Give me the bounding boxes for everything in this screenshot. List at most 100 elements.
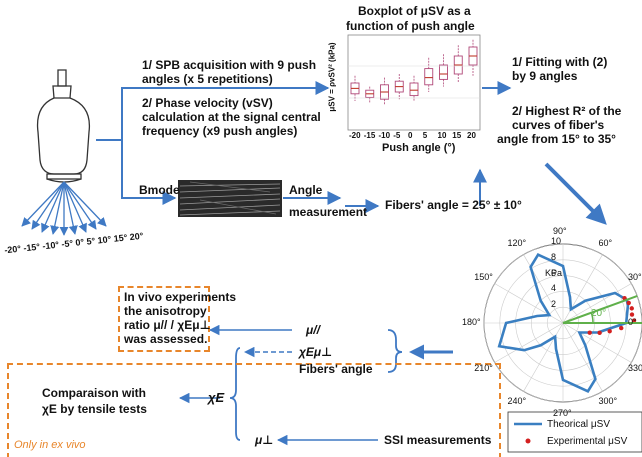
polar-angle-label: 330° [628,362,642,373]
probe-angle-label: 15° [113,232,128,244]
polar-experimental-point [631,318,637,323]
boxplot-tick-label: 0 [408,131,413,140]
polar-angle-label: 180° [462,317,481,327]
arrow-probe-to-spb [96,81,330,141]
polar-radial-tick: 6 [551,267,557,278]
probe-angle-label: -5° [60,238,74,250]
polar-experimental-point [587,330,592,335]
polar-grid-spoke [494,322,564,363]
polar-experimental-point [626,300,631,306]
polar-angle-label: 30° [628,271,642,282]
angle-measurement-1: Angle [289,183,323,197]
bmode-label: Bmode [139,183,180,197]
boxplot-ylabel: μSV = ρvSV² (kPa) [327,42,337,112]
polar-angle-label: 240° [507,395,527,406]
polar-unit: KPa [545,268,563,278]
polar-radial-tick: 2 [551,299,557,310]
probe-angle-label: -20° [3,243,22,256]
brace-left [229,347,241,441]
polar-grid-spoke [562,283,632,324]
polar-angle-label: 90° [553,226,567,236]
fibers-angle-short: Fibers' angle [299,362,373,376]
probe-angle-label: -10° [41,239,60,252]
mu-perp: μ⊥ [255,433,274,447]
spb-text-2: angles (x 5 repetitions) [142,72,273,86]
invivo-box [118,286,210,352]
probe-angle-label: 20° [129,230,144,243]
legend-dot-icon [525,438,531,444]
polar-experimental-point [629,306,634,311]
fit-text-2: by 9 angles [512,69,578,83]
push-beams [21,181,107,236]
polar-grid-spoke [523,322,564,392]
polar-experimental-point [607,329,612,334]
ssi-measurements: SSI measurements [384,433,492,447]
polar-angle-label: 150° [474,271,493,282]
invivo-text-4: was assessed. [124,332,208,346]
polar-radial-tick: 8 [551,251,557,262]
bmode-image [178,180,282,217]
polar-experimental-point [629,312,635,317]
polar-angle-label: 60° [598,238,613,249]
polar-experimental-point [597,330,602,336]
brace-right [387,329,403,373]
polar-grid-spoke [562,254,603,324]
polar-angle-label: 210° [474,362,493,373]
spb-text-1: 1/ SPB acquisition with 9 push [142,58,317,72]
angle-measurement-2: measurement [289,205,368,219]
chi-e: χE [208,390,225,405]
arrow-probe-to-bmode [121,140,177,205]
invivo-text-1: In vivo experiments [124,290,237,304]
boxplot-tick-label: 15 [452,131,462,140]
polar-angle-label: 270° [553,408,572,418]
invivo-text-3: ratio μ// / χEμ⊥ [124,318,211,332]
polar-grid-spoke [523,254,564,324]
boxplot-panel [347,34,481,131]
polar-radial-tick: 10 [551,236,562,246]
boxplot-title-1: Boxplot of μSV as a [358,4,471,18]
probe-angle-label: 0° [74,236,85,248]
polar-angle-label: 120° [507,238,527,249]
polar-plot [483,243,642,453]
boxplot-tick-label: -15 [363,131,376,140]
polar-grid-spoke [562,322,632,363]
legend-experimental: Experimental μSV [547,436,628,447]
mu-parallel: μ// [306,323,320,337]
ultrasound-probe-icon [36,69,91,183]
boxplot-tick-label: -20 [349,131,361,140]
boxplot-tick-label: 5 [422,131,428,140]
fit-text-1: 1/ Fitting with (2) [512,55,608,69]
ex-vivo-box [7,363,501,457]
fibers-angle-text: Fibers' angle = 25° ± 10° [385,198,522,212]
invivo-text-2: the anisotropy [124,304,207,318]
boxplot-tick-label: 10 [437,131,447,140]
arrow-to-polar [544,162,607,225]
polar-marked-angle: 20° [591,308,607,319]
polar-angle-label: 300° [598,395,618,406]
only-ex-vivo: Only in ex vivo [14,439,86,451]
r2-text-3: angle from 15° to 35° [497,132,616,146]
r2-text-1: 2/ Highest R² of the [512,104,622,118]
probe-angle-label: 5° [86,235,96,247]
boxplot-tick-label: -5 [393,131,401,140]
phase-text-2: calculation at the signal central [142,110,321,124]
probe-angle-label: 10° [97,234,112,246]
boxplot-tick-label: 20 [467,131,476,140]
polar-radial-tick: 4 [551,283,557,294]
boxplot-tick-label: -10 [378,131,391,140]
polar-experimental-point [619,325,624,331]
polar-theoretical-curve [497,253,630,393]
polar-angle-line [562,295,638,324]
legend-theorical: Theorical μSV [547,419,611,430]
boxplot-xlabel: Push angle (°) [382,142,456,154]
phase-text-3: frequency (x9 push angles) [142,124,298,138]
box-body [409,82,419,97]
polar-angle-label: 0° [628,317,637,327]
compare-text-2: χE by tensile tests [42,402,147,416]
probe-angle-label: -15° [22,241,41,254]
box-body [424,68,434,86]
r2-text-2: curves of fiber's [512,118,605,132]
compare-text-1: Comparaison with [42,386,147,400]
